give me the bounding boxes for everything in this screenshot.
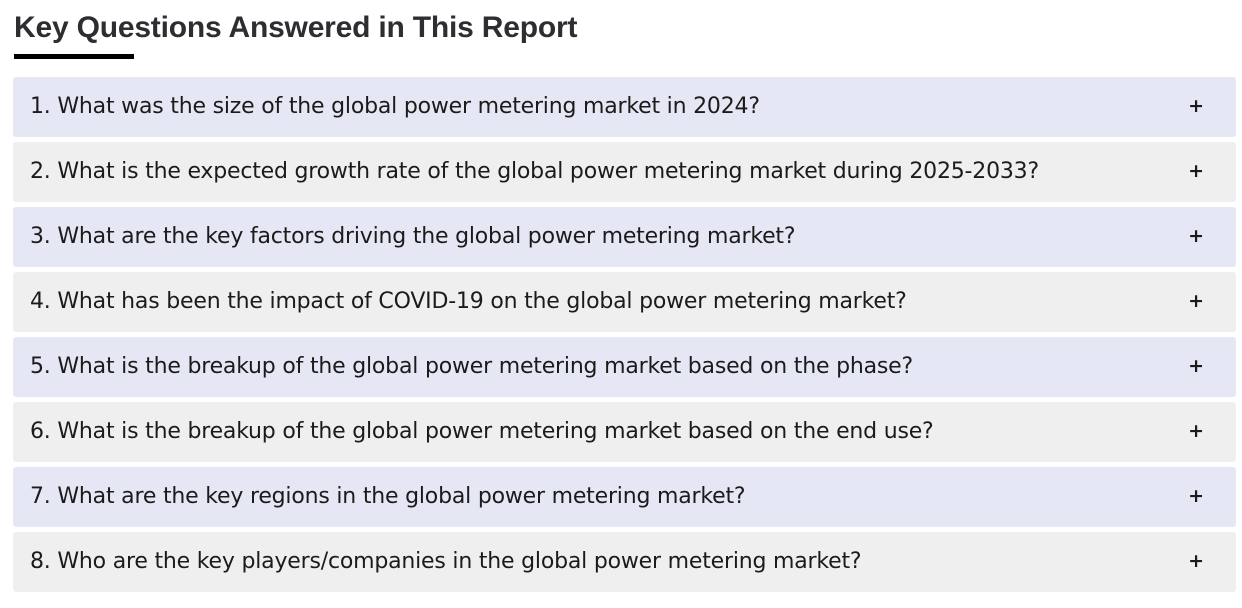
plus-expand-icon[interactable]: + [1188, 95, 1204, 117]
faq-question-text: 8. Who are the key players/companies in … [30, 549, 862, 574]
plus-expand-icon[interactable]: + [1188, 355, 1204, 377]
report-faq-section: Key Questions Answered in This Report 1.… [13, 11, 1236, 592]
faq-question-text: 2. What is the expected growth rate of t… [30, 159, 1039, 184]
plus-expand-icon[interactable]: + [1188, 290, 1204, 312]
page-title: Key Questions Answered in This Report [14, 11, 578, 44]
title-underline [14, 53, 134, 59]
plus-expand-icon[interactable]: + [1188, 420, 1204, 442]
faq-row[interactable]: 4. What has been the impact of COVID-19 … [13, 271, 1236, 332]
faq-question-text: 5. What is the breakup of the global pow… [30, 354, 913, 379]
faq-question-text: 3. What are the key factors driving the … [30, 224, 796, 249]
faq-row[interactable]: 6. What is the breakup of the global pow… [13, 401, 1236, 462]
faq-question-text: 7. What are the key regions in the globa… [30, 484, 746, 509]
plus-expand-icon[interactable]: + [1188, 550, 1204, 572]
faq-row[interactable]: 2. What is the expected growth rate of t… [13, 141, 1236, 202]
faq-row[interactable]: 3. What are the key factors driving the … [13, 206, 1236, 267]
faq-list: 1. What was the size of the global power… [13, 76, 1236, 592]
faq-question-text: 4. What has been the impact of COVID-19 … [30, 289, 907, 314]
faq-row[interactable]: 7. What are the key regions in the globa… [13, 466, 1236, 527]
plus-expand-icon[interactable]: + [1188, 160, 1204, 182]
faq-row[interactable]: 5. What is the breakup of the global pow… [13, 336, 1236, 397]
plus-expand-icon[interactable]: + [1188, 485, 1204, 507]
faq-row[interactable]: 8. Who are the key players/companies in … [13, 531, 1236, 592]
faq-question-text: 6. What is the breakup of the global pow… [30, 419, 934, 444]
faq-row[interactable]: 1. What was the size of the global power… [13, 76, 1236, 137]
faq-question-text: 1. What was the size of the global power… [30, 94, 760, 119]
plus-expand-icon[interactable]: + [1188, 225, 1204, 247]
